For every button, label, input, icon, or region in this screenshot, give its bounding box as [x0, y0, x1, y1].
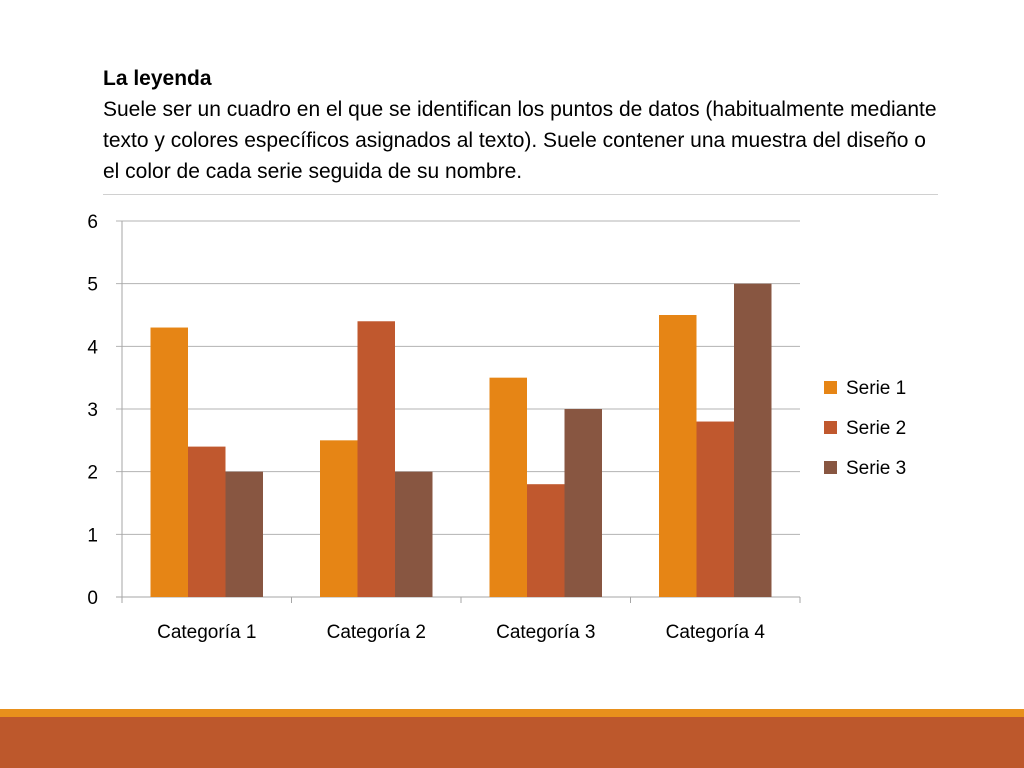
y-tick-label: 2 [87, 463, 98, 484]
bar [659, 315, 697, 597]
bar [564, 409, 602, 597]
x-tick-label: Categoría 4 [666, 622, 766, 643]
x-tick-label: Categoría 1 [157, 622, 256, 643]
legend-label: Serie 3 [846, 458, 906, 479]
y-tick-label: 1 [87, 525, 98, 546]
y-tick-label: 4 [87, 337, 98, 358]
legend-label: Serie 1 [846, 378, 906, 399]
bar [527, 484, 565, 597]
footer-band-thin [0, 709, 1024, 717]
bar [395, 471, 433, 597]
bar [734, 283, 772, 597]
bar [188, 446, 226, 597]
slide-body: Suele ser un cuadro en el que se identif… [103, 98, 937, 183]
bar-chart: 0 1 2 3 4 5 6 Categoría 1 Categoría 2 Categoría 3… [87, 212, 906, 643]
x-tick-label: Categoría 3 [496, 622, 595, 643]
x-tick-label: Categoría 2 [327, 622, 426, 643]
y-tick-label: 3 [87, 400, 98, 421]
bar [150, 327, 188, 597]
legend-label: Serie 2 [846, 418, 906, 439]
y-tick-label: 0 [87, 588, 98, 609]
bar [696, 421, 734, 597]
bar [320, 440, 358, 597]
legend-swatch [824, 461, 837, 474]
legend-swatch [824, 421, 837, 434]
divider [103, 194, 938, 195]
legend-swatch [824, 381, 837, 394]
slide-text: La leyenda Suele ser un cuadro en el que… [103, 63, 943, 187]
slide-heading: La leyenda [103, 67, 212, 90]
y-tick-label: 6 [87, 212, 98, 233]
bar [357, 321, 395, 597]
footer-band-thick [0, 717, 1024, 768]
bar [225, 471, 263, 597]
bar [489, 377, 527, 597]
y-tick-label: 5 [87, 275, 98, 296]
